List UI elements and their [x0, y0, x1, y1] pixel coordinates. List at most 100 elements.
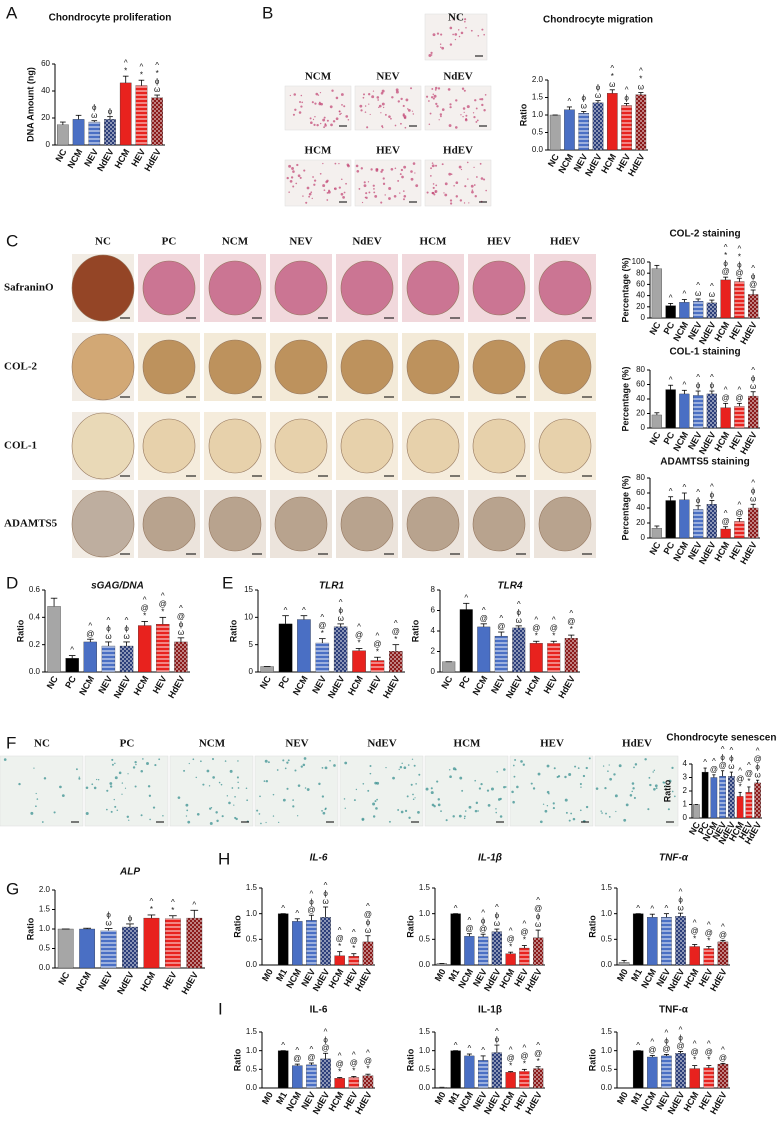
bar — [505, 953, 516, 966]
cell — [461, 789, 464, 792]
y-tick-label: 0.5 — [601, 934, 613, 943]
cell — [288, 191, 290, 193]
cell — [322, 118, 326, 122]
significance-mark: ^ — [143, 596, 147, 605]
significance-mark: ^ — [724, 509, 728, 518]
significance-mark: ^ — [481, 1046, 485, 1055]
y-tick-label: 0.5 — [39, 944, 51, 953]
significance-mark: * — [693, 1056, 696, 1065]
cell — [380, 201, 383, 204]
significance-mark: ϕ — [495, 1035, 500, 1044]
cell — [259, 795, 261, 798]
cell — [308, 192, 312, 196]
bar-pattern — [675, 1053, 686, 1088]
cell — [465, 27, 467, 29]
y-tick-label: 1.0 — [246, 1046, 258, 1055]
bar — [47, 606, 61, 673]
cell — [152, 806, 156, 809]
cell — [503, 786, 506, 789]
significance-mark: * — [724, 251, 727, 260]
cell — [462, 115, 464, 118]
y-tick-label: 60 — [636, 488, 645, 497]
cell — [431, 191, 434, 195]
cell — [292, 113, 295, 116]
cell — [471, 189, 474, 191]
cell — [459, 199, 463, 202]
micrograph — [509, 755, 594, 827]
y-tick-label: 0 — [431, 667, 436, 676]
cell — [35, 805, 37, 808]
cell — [338, 186, 341, 189]
x-tick-label: HCM — [498, 1090, 517, 1113]
cell — [477, 810, 479, 812]
cell — [668, 779, 672, 783]
cell — [662, 781, 665, 784]
cell — [347, 119, 350, 121]
x-tick-label: HdEV — [381, 674, 402, 700]
cell — [299, 176, 302, 179]
significance-mark: ^ — [536, 896, 540, 905]
significance-mark: * — [523, 936, 526, 945]
cell — [654, 784, 658, 788]
image-label: NEV — [376, 71, 399, 83]
bar-pattern — [315, 643, 329, 672]
cell — [479, 162, 482, 165]
cell — [601, 812, 603, 814]
y-tick-label: 4 — [431, 626, 436, 635]
cell — [339, 113, 341, 116]
cell — [300, 765, 303, 768]
y-tick-label: 1.0 — [39, 924, 51, 933]
cell — [376, 168, 379, 170]
cell — [303, 169, 306, 172]
cell — [403, 766, 407, 770]
cell — [441, 163, 444, 166]
cell — [378, 104, 382, 108]
x-tick-label: HEV — [151, 674, 169, 695]
significance-mark: ^ — [161, 591, 165, 600]
cell — [162, 814, 164, 817]
cell — [380, 112, 382, 114]
cell — [430, 167, 432, 170]
significance-mark: ^ — [710, 282, 714, 291]
significance-mark: ^ — [625, 86, 629, 95]
cell — [303, 757, 307, 760]
image-label: NC — [448, 12, 464, 24]
cell — [486, 789, 490, 792]
x-tick-label: NdEV — [115, 970, 136, 996]
cell — [53, 811, 56, 814]
y-axis-label: Percentage (%) — [620, 366, 630, 431]
bar-pattern — [320, 917, 331, 965]
cell — [121, 782, 124, 784]
significance-mark: @ — [507, 1054, 515, 1063]
significance-mark: @ — [364, 910, 372, 919]
cell — [148, 794, 152, 797]
bar — [334, 1078, 345, 1089]
significance-mark: ^ — [747, 761, 751, 770]
significance-mark: ω — [750, 382, 756, 391]
cell — [453, 184, 455, 187]
significance-mark: ϕ — [323, 1035, 328, 1044]
cell — [412, 798, 415, 801]
significance-mark: ^ — [721, 922, 725, 931]
micrograph — [0, 755, 84, 827]
cell — [655, 787, 658, 790]
cell — [449, 26, 453, 30]
significance-mark: @ — [322, 1043, 330, 1052]
cell — [300, 105, 303, 108]
cell — [334, 162, 337, 165]
cell — [333, 764, 336, 767]
cell — [306, 788, 310, 791]
cell — [124, 787, 127, 789]
significance-mark: @ — [722, 393, 730, 402]
cell — [382, 177, 385, 180]
significance-mark: ^ — [679, 1026, 683, 1035]
significance-mark: ^ — [357, 623, 361, 632]
cell — [373, 188, 375, 190]
significance-mark: * — [537, 1057, 540, 1066]
bar — [119, 82, 132, 146]
y-tick-label: 0.6 — [29, 585, 41, 594]
y-tick-label: 2 — [683, 786, 688, 795]
y-tick-label: 0.5 — [246, 934, 258, 943]
cell — [512, 764, 515, 767]
bar — [292, 921, 303, 966]
